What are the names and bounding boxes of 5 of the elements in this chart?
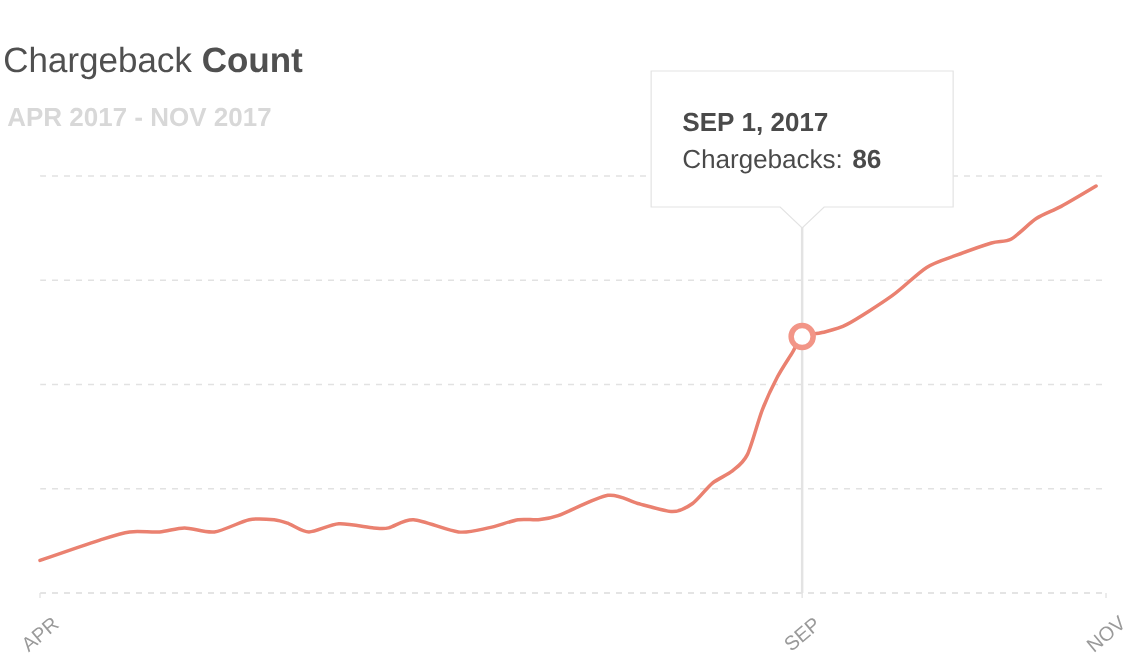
- chart-title: Chargeback Count: [4, 46, 303, 80]
- text: SEP 1, 2017: [683, 112, 828, 136]
- x-tick-label: APR: [24, 618, 60, 653]
- text: Chargebacks: 86: [683, 149, 881, 174]
- x-tick-label: SEP: [784, 618, 816, 650]
